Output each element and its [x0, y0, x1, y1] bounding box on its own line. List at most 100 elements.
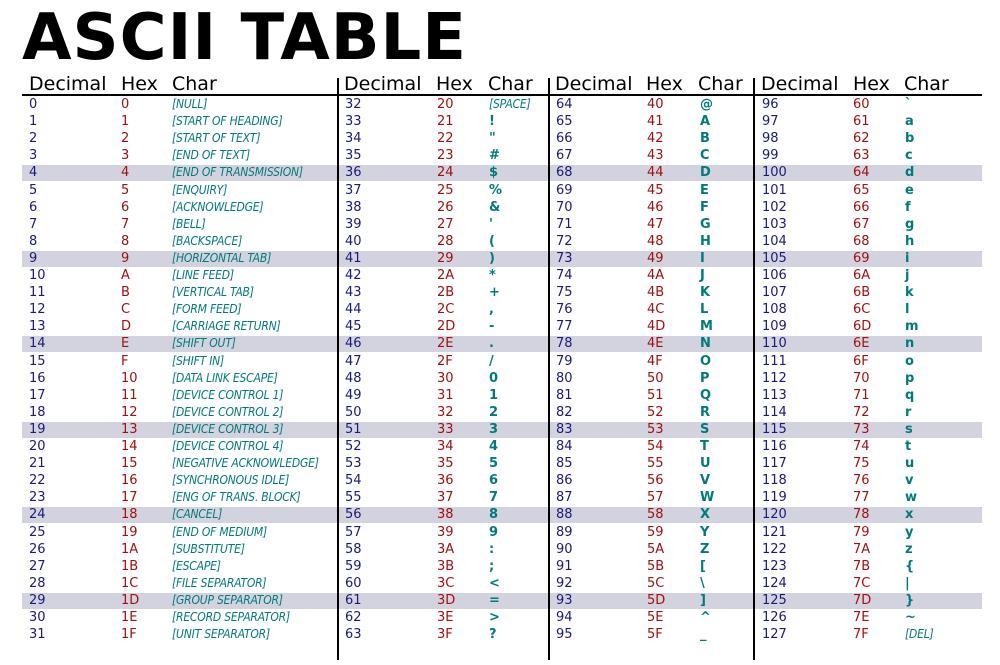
hex-cell: 27 — [437, 216, 454, 232]
hex-cell: 54 — [647, 439, 664, 454]
decimal-cell: 86 — [556, 473, 573, 489]
decimal-cell: 26 — [29, 541, 46, 557]
hex-cell: 30 — [437, 370, 454, 386]
decimal-cell: 127 — [762, 627, 787, 643]
decimal-cell: 73 — [556, 250, 573, 266]
page-title: ASCII TABLE — [22, 1, 467, 75]
decimal-cell: 13 — [29, 319, 46, 335]
char-cell: [SHIFT IN] — [172, 353, 225, 368]
hex-cell: 4C — [647, 302, 665, 318]
hex-cell: 34 — [437, 439, 454, 454]
decimal-cell: 88 — [556, 507, 573, 523]
decimal-cell: 39 — [345, 216, 362, 232]
decimal-cell: 95 — [556, 627, 573, 643]
decimal-cell: 100 — [762, 165, 787, 181]
header-hex: Hex — [853, 73, 890, 95]
char-cell: - — [489, 319, 495, 335]
char-cell: ` — [905, 97, 912, 112]
char-cell: g — [905, 216, 915, 232]
decimal-cell: 76 — [556, 302, 573, 318]
char-cell: K — [700, 285, 711, 301]
char-cell: O — [700, 353, 712, 369]
decimal-cell: 119 — [762, 490, 787, 506]
decimal-cell: 33 — [345, 114, 362, 130]
decimal-cell: 25 — [29, 524, 46, 540]
row-stripe — [22, 421, 982, 438]
hex-cell: 4E — [647, 336, 664, 352]
decimal-cell: 22 — [29, 473, 46, 489]
decimal-cell: 8 — [29, 233, 38, 249]
hex-cell: 10 — [121, 370, 138, 386]
header-hex: Hex — [121, 73, 158, 95]
char-cell: 1 — [489, 387, 499, 403]
hex-cell: 7C — [853, 575, 871, 591]
char-cell: H — [700, 233, 711, 249]
hex-cell: 35 — [437, 456, 454, 472]
char-cell: 0 — [489, 370, 499, 386]
hex-cell: 33 — [437, 421, 454, 437]
char-cell: E — [700, 182, 709, 198]
char-cell: [LINE FEED] — [172, 268, 234, 282]
decimal-cell: 19 — [29, 421, 46, 437]
char-cell: ^ — [700, 610, 711, 625]
hex-cell: 21 — [437, 114, 454, 130]
char-cell: [HORIZONTAL TAB] — [172, 250, 272, 265]
hex-cell: 1D — [121, 592, 140, 608]
decimal-cell: 69 — [556, 182, 573, 198]
char-cell: # — [489, 148, 500, 164]
hex-cell: 0 — [121, 97, 130, 112]
decimal-cell: 5 — [29, 182, 38, 198]
decimal-cell: 16 — [29, 370, 46, 386]
char-cell: o — [905, 353, 914, 369]
hex-cell: 68 — [853, 233, 870, 249]
char-cell: T — [700, 439, 709, 454]
decimal-cell: 81 — [556, 387, 573, 403]
decimal-cell: 6 — [29, 199, 38, 215]
hex-cell: 12 — [121, 404, 138, 420]
header-decimal: Decimal — [761, 73, 839, 95]
decimal-cell: 97 — [762, 114, 779, 130]
hex-cell: 5F — [647, 627, 663, 643]
decimal-cell: 64 — [556, 97, 573, 112]
hex-cell: 8 — [121, 233, 130, 249]
char-cell: [ — [700, 558, 706, 574]
hex-cell: 3B — [437, 558, 455, 574]
decimal-cell: 41 — [345, 250, 362, 266]
char-cell: } — [905, 592, 915, 608]
hex-cell: 5C — [647, 575, 665, 591]
char-cell: | — [905, 575, 910, 591]
hex-cell: 1E — [121, 610, 138, 625]
hex-cell: 1F — [121, 627, 137, 643]
decimal-cell: 96 — [762, 97, 779, 112]
hex-cell: 32 — [437, 404, 454, 420]
decimal-cell: 124 — [762, 575, 787, 591]
hex-cell: 3D — [437, 592, 456, 608]
decimal-cell: 21 — [29, 456, 46, 472]
char-cell: [END OF TEXT] — [172, 148, 250, 163]
decimal-cell: 36 — [345, 165, 362, 181]
decimal-cell: 7 — [29, 216, 38, 232]
decimal-cell: 98 — [762, 131, 779, 147]
header-rule — [22, 94, 982, 96]
decimal-cell: 58 — [345, 541, 362, 557]
hex-cell: 53 — [647, 421, 664, 437]
hex-cell: 72 — [853, 404, 870, 420]
decimal-cell: 23 — [29, 490, 46, 506]
char-cell: I — [700, 250, 705, 266]
char-cell: l — [905, 302, 910, 318]
decimal-cell: 85 — [556, 456, 573, 472]
decimal-cell: 44 — [345, 302, 362, 318]
char-cell: _ — [700, 627, 707, 643]
char-cell: + — [489, 285, 500, 301]
char-cell: M — [700, 319, 713, 335]
hex-cell: 59 — [647, 524, 664, 540]
char-cell: [ESCAPE] — [172, 558, 221, 573]
char-cell: [SYNCHRONOUS IDLE] — [172, 473, 290, 488]
char-cell: * — [489, 268, 496, 283]
hex-cell: 61 — [853, 114, 870, 130]
decimal-cell: 72 — [556, 233, 573, 249]
char-cell: Q — [700, 387, 712, 403]
decimal-cell: 103 — [762, 216, 787, 232]
hex-cell: 4B — [647, 285, 665, 301]
decimal-cell: 77 — [556, 319, 573, 335]
